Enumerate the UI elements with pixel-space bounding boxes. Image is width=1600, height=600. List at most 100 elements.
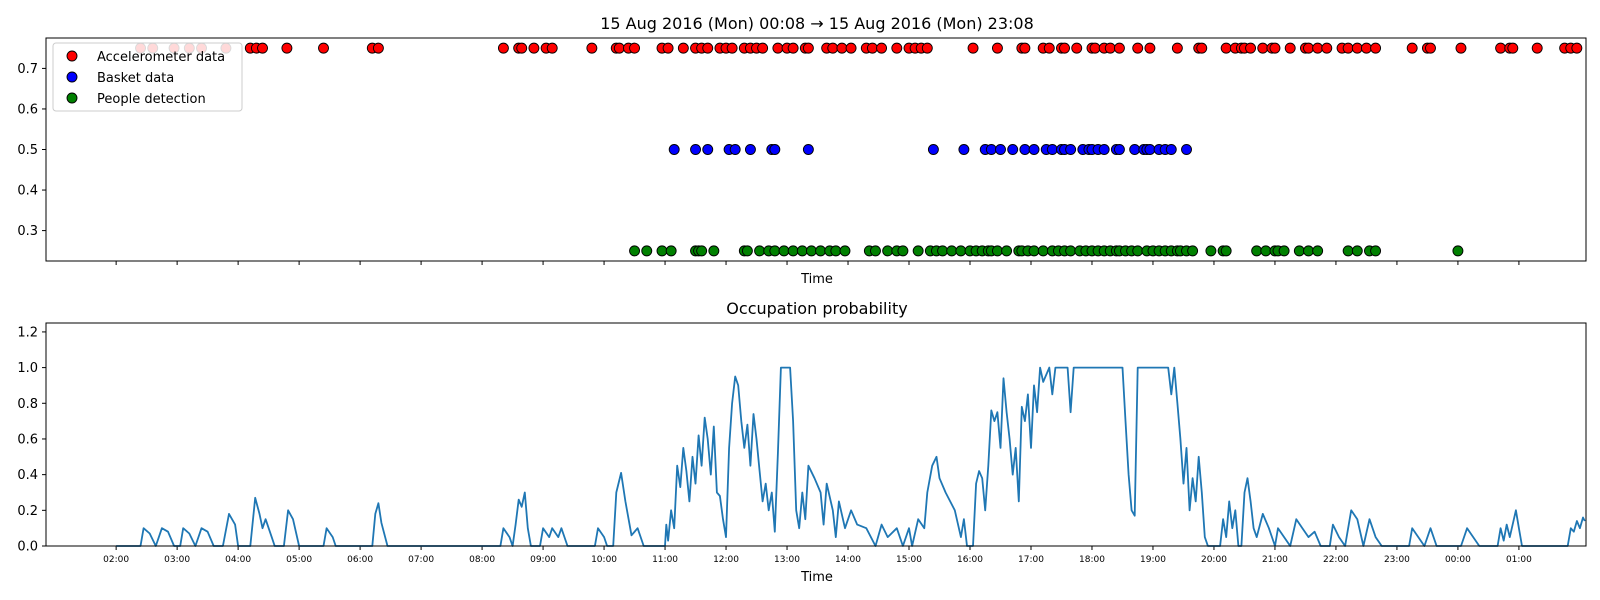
basket-point xyxy=(702,144,714,155)
scatter-title: 15 Aug 2016 (Mon) 00:08 → 15 Aug 2016 (M… xyxy=(600,14,1034,33)
occupation-x-tick-label: 04:00 xyxy=(225,555,251,565)
accelerometer-point xyxy=(1196,42,1208,54)
accelerometer-point xyxy=(1171,42,1183,54)
accelerometer-point xyxy=(1245,42,1257,54)
people-detection-point xyxy=(1065,245,1077,257)
people-detection-point xyxy=(769,245,781,257)
people-detection-point xyxy=(946,245,958,257)
basket-point xyxy=(1065,144,1077,155)
accelerometer-point xyxy=(1220,42,1232,54)
occupation-x-tick-label: 08:00 xyxy=(469,555,495,565)
accelerometer-point xyxy=(802,42,814,54)
people-detection-point xyxy=(815,245,827,257)
occupation-y-tick-label: 0.4 xyxy=(17,468,38,483)
accelerometer-point xyxy=(1019,42,1031,54)
basket-point xyxy=(1144,144,1156,155)
legend-label-people: People detection xyxy=(97,92,206,107)
people-detection-point xyxy=(1312,245,1324,257)
basket-point xyxy=(1113,144,1125,155)
accelerometer-point xyxy=(1507,42,1519,54)
people-detection-point xyxy=(656,245,668,257)
legend-marker-people xyxy=(66,92,78,104)
people-detection-point xyxy=(1028,245,1040,257)
people-detection-point xyxy=(778,245,790,257)
accelerometer-point xyxy=(1360,42,1372,54)
accelerometer-point xyxy=(702,42,714,54)
scatter-axis-ticks: 0.3 0.4 0.5 0.6 0.7 xyxy=(17,62,1520,265)
occupation-x-tick-label: 16:00 xyxy=(957,555,983,565)
occupation-x-tick-label: 03:00 xyxy=(164,555,190,565)
accelerometer-point xyxy=(318,42,329,54)
occupation-x-tick-label: 22:00 xyxy=(1323,555,1349,565)
occupation-x-tick-label: 15:00 xyxy=(896,555,922,565)
accelerometer-point xyxy=(1071,42,1083,54)
occupation-x-tick-label: 02:00 xyxy=(103,555,129,565)
occupation-x-tick-label: 07:00 xyxy=(408,555,434,565)
accelerometer-point xyxy=(1495,42,1507,54)
occupation-x-tick-label: 01:00 xyxy=(1506,555,1532,565)
occupation-x-tick-label: 09:00 xyxy=(530,555,556,565)
occupation-x-tick-label: 19:00 xyxy=(1140,555,1166,565)
scatter-y-tick-label: 0.4 xyxy=(17,184,38,199)
basket-point xyxy=(1165,144,1177,155)
people-detection-point xyxy=(1351,245,1363,257)
basket-point xyxy=(1129,144,1141,155)
people-detection-point xyxy=(1342,245,1354,257)
basket-point xyxy=(1019,144,1031,155)
accelerometer-point xyxy=(1303,42,1314,54)
occupation-y-tick-label: 1.2 xyxy=(17,325,38,340)
accelerometer-point xyxy=(516,42,528,54)
occupation-y-tick-label: 0.6 xyxy=(17,432,38,447)
people-detection-point xyxy=(839,245,851,257)
accelerometer-point xyxy=(1104,42,1116,54)
basket-point xyxy=(1098,144,1110,155)
people-detection-point xyxy=(1132,245,1144,257)
accelerometer-point xyxy=(772,42,784,54)
accelerometer-point xyxy=(726,42,738,54)
occupation-title: Occupation probability xyxy=(726,299,907,318)
accelerometer-point xyxy=(827,42,839,54)
basket-point xyxy=(995,144,1006,155)
accelerometer-point xyxy=(281,42,293,54)
accelerometer-point xyxy=(629,42,641,54)
accelerometer-point xyxy=(546,42,558,54)
accelerometer-point xyxy=(967,42,979,54)
basket-point xyxy=(1028,144,1040,155)
accelerometer-point xyxy=(921,42,933,54)
people-detection-point xyxy=(1370,245,1382,257)
people-detection-point xyxy=(665,245,677,257)
people-detection-point xyxy=(870,245,881,257)
occupation-panel: Occupation probability 0.0 0.2 0.4 0.6 0.8 1.… xyxy=(17,299,1587,585)
people-detection-point xyxy=(754,245,766,257)
accelerometer-point xyxy=(1406,42,1418,54)
occupation-axes-frame xyxy=(45,322,1587,547)
accelerometer-point xyxy=(662,42,674,54)
people-detection-point xyxy=(641,245,653,257)
basket-point xyxy=(769,144,781,155)
accelerometer-point xyxy=(528,42,540,54)
people-detection-point xyxy=(912,245,924,257)
people-detection-point xyxy=(830,245,842,257)
basket-point xyxy=(729,144,741,155)
accelerometer-point xyxy=(1531,42,1543,54)
people-detection-point xyxy=(1187,245,1199,257)
accelerometer-point xyxy=(1059,42,1070,54)
people-detection-point xyxy=(1205,245,1217,257)
accelerometer-point xyxy=(1571,42,1583,54)
people-detection-point xyxy=(1251,245,1263,257)
people-detection-point xyxy=(1001,245,1013,257)
occupation-x-tick-label: 12:00 xyxy=(713,555,739,565)
accelerometer-point xyxy=(1269,42,1281,54)
people-detection-point xyxy=(708,245,720,257)
accelerometer-point xyxy=(1113,42,1125,54)
accelerometer-point xyxy=(1132,42,1144,54)
basket-point xyxy=(1046,144,1058,155)
accelerometer-point xyxy=(1284,42,1296,54)
scatter-y-tick-label: 0.6 xyxy=(17,102,38,117)
accelerometer-point xyxy=(677,42,689,54)
accelerometer-point xyxy=(1312,42,1324,54)
legend-label-basket: Basket data xyxy=(97,71,174,86)
accelerometer-point xyxy=(1455,42,1467,54)
scatter-panel: 15 Aug 2016 (Mon) 00:08 → 15 Aug 2016 (M… xyxy=(17,14,1587,287)
